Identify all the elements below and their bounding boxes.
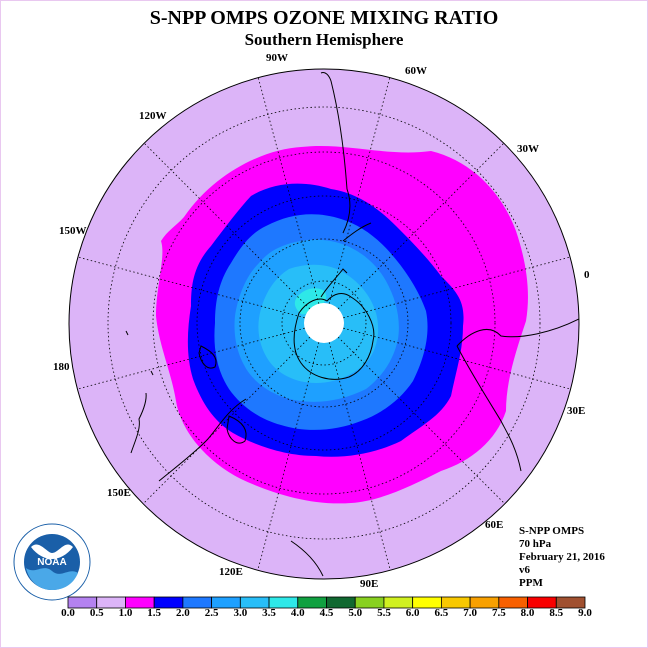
lon-label-90e: 90E [360,578,379,590]
pole-hole [304,303,344,343]
colorbar-label: 9.0 [578,607,592,619]
lon-label-30e: 30E [567,405,586,417]
colorbar-label: 0.0 [61,607,75,619]
graticule [107,106,541,540]
page-subtitle: Southern Hemisphere [244,30,404,49]
noaa-logo: NOAA [13,523,91,601]
info-block: S-NPP OMPS 70 hPa February 21, 2016 v6 P… [519,525,605,590]
page-title: S-NPP OMPS OZONE MIXING RATIO [149,7,499,29]
colorbar-label: 4.0 [290,607,305,619]
colorbar-label: 7.0 [463,607,477,619]
meridians [77,76,571,570]
colorbar-label: 8.5 [549,607,564,619]
colorbar-label: 2.5 [204,607,219,619]
colorbar-label: 3.0 [233,607,248,619]
logo-text: NOAA [37,557,66,568]
lon-label-150e: 150E [107,487,131,499]
colorbar-label: 4.5 [319,607,334,619]
colorbar-label: 7.5 [491,607,506,619]
colorbar-label: 6.0 [405,607,420,619]
lon-label-150w: 150W [59,225,87,237]
colorbar-label: 0.5 [89,607,104,619]
colorbar-label: 1.0 [118,607,133,619]
lon-label-120w: 120W [139,110,167,122]
colorbar-label: 8.0 [520,607,535,619]
info-level: 70 hPa [519,538,552,550]
lon-label-180: 180 [53,361,70,373]
info-date: February 21, 2016 [519,551,605,563]
lon-label-120e: 120E [219,566,243,578]
colorbar-label: 6.5 [434,607,449,619]
info-version: v6 [519,564,530,576]
lon-label-30w: 30W [517,143,539,155]
meridian-line [143,142,311,310]
colorbar-label: 2.0 [176,607,190,619]
info-instrument: S-NPP OMPS [519,525,585,537]
colorbar-label: 3.5 [262,607,276,619]
colorbar-label: 5.5 [377,607,391,619]
lon-label-60e: 60E [485,519,504,531]
lon-label-90w: 90W [266,52,288,64]
coastlines [125,72,579,577]
colorbar-label: 5.0 [348,607,363,619]
lon-label-0: 0 [584,269,590,281]
colorbar-swatch [555,596,586,609]
meridian-line [337,336,505,504]
info-units: PPM [519,577,543,589]
lon-label-60w: 60W [405,65,427,77]
colorbar-label: 1.5 [147,607,162,619]
